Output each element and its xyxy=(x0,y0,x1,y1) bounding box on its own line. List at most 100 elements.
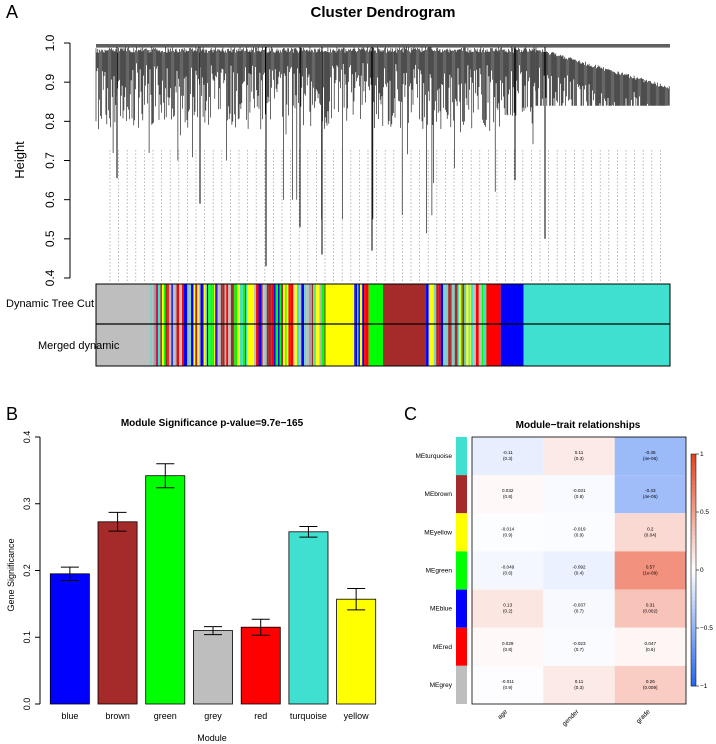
column-label: age xyxy=(496,708,509,721)
error-bar-turquoise xyxy=(299,525,318,538)
cell-label-line: 0.57 xyxy=(646,565,655,570)
cell-label: 0.2 (0.04) xyxy=(644,526,656,537)
module-block-turquoise xyxy=(523,284,670,366)
module-stripe xyxy=(428,284,430,366)
cell-label-line: (0.6) xyxy=(503,571,513,576)
cell-label-line: (0.002) xyxy=(643,609,658,614)
error-bar-brown xyxy=(108,511,127,532)
cell-label-line: (0.6) xyxy=(646,647,656,652)
module-stripe xyxy=(247,284,250,366)
dendrogram-tree xyxy=(95,44,670,282)
cell-label: 0.57 (1e-09) xyxy=(643,565,658,576)
module-stripe xyxy=(234,284,238,366)
colorbar-step xyxy=(691,597,696,602)
colorbar-step xyxy=(691,550,696,555)
column-label: grade xyxy=(635,708,652,725)
module-stripe xyxy=(212,284,215,366)
colorbar-step xyxy=(691,566,696,571)
module-stripe xyxy=(315,284,317,366)
module-stripe xyxy=(470,284,474,366)
cell-label: -0.037 (0.7) xyxy=(572,603,585,614)
module-stripe xyxy=(161,284,164,366)
module-stripe xyxy=(230,284,234,366)
cell-label: 0.26 (0.009) xyxy=(643,679,658,690)
module-stripe xyxy=(311,284,314,366)
module-stripe xyxy=(468,284,470,366)
error-bar-blue xyxy=(60,566,79,582)
module-block-brown xyxy=(383,284,427,366)
module-stripe xyxy=(454,284,458,366)
module-stripe xyxy=(314,284,316,366)
bar-grey xyxy=(192,630,233,705)
y-tick-label: 0.3 xyxy=(22,497,32,510)
error-bar-green xyxy=(156,463,175,489)
cell-label: -0.049 (0.6) xyxy=(501,565,514,576)
module-stripe xyxy=(294,284,297,366)
module-stripe xyxy=(215,284,217,366)
module-stripe xyxy=(214,284,216,366)
bar-ylabel: Gene Significance xyxy=(6,538,16,611)
y-tick-label: 0.5 xyxy=(43,230,57,247)
module-stripe xyxy=(195,284,198,366)
module-trait-panel: Module−trait relationships MEturquoise -0… xyxy=(416,420,714,728)
colorbar-step xyxy=(691,608,696,613)
module-stripe xyxy=(262,284,264,366)
module-stripe xyxy=(260,284,263,366)
module-stripe xyxy=(324,284,326,366)
colorbar-tick-label: 0.5 xyxy=(700,509,709,516)
module-stripe xyxy=(438,284,441,366)
cell-label-line: (0.9) xyxy=(503,685,513,690)
row-module-swatch xyxy=(456,589,467,628)
colorbar-step xyxy=(691,643,696,648)
cell-label-line: (4e-05) xyxy=(643,494,658,499)
module-stripe xyxy=(466,284,469,366)
x-tick-label-blue: blue xyxy=(61,711,78,721)
dendrogram-title: Cluster Dendrogram xyxy=(310,4,455,21)
module-stripe xyxy=(153,284,156,366)
cell-label-line: (0.3) xyxy=(574,456,584,461)
bar-brown xyxy=(97,521,138,705)
colorbar-tick-label: 1 xyxy=(700,451,704,458)
module-stripe xyxy=(285,284,287,366)
module-stripe xyxy=(357,284,359,366)
row-module-swatch xyxy=(456,551,467,590)
module-stripe xyxy=(431,284,434,366)
module-stripe xyxy=(157,284,161,366)
colorbar-step xyxy=(691,508,696,513)
module-stripe xyxy=(203,284,206,366)
module-stripe xyxy=(200,284,203,366)
module-stripe xyxy=(440,284,443,366)
colorbar-step xyxy=(691,515,696,521)
module-stripe xyxy=(286,284,289,366)
module-stripe xyxy=(283,284,286,366)
module-stripe xyxy=(457,284,459,366)
module-stripe xyxy=(226,284,229,366)
colorbar-step xyxy=(691,454,696,459)
row-module-swatch xyxy=(456,475,467,514)
colorbar-step xyxy=(691,512,696,517)
colorbar-step xyxy=(691,585,696,590)
heatmap-cell xyxy=(614,551,686,590)
heatmap-colorbar: −1 −0.5 0 0.5 1 xyxy=(690,451,713,690)
error-bar-grey xyxy=(204,626,222,636)
module-stripe xyxy=(473,284,476,366)
module-stripe xyxy=(364,284,366,366)
cell-label-line: (0.8) xyxy=(503,647,513,652)
cell-label-line: -0.43 xyxy=(645,488,656,493)
cell-label: -0.43 (4e-05) xyxy=(643,488,658,499)
module-stripe xyxy=(319,284,321,366)
module-stripe xyxy=(460,284,463,366)
colorbar-step xyxy=(691,504,696,509)
colorbar-step xyxy=(691,631,696,637)
dendrogram-y-axis: 0.4 0.5 0.6 0.7 0.8 0.9 1.0 xyxy=(43,34,71,286)
cell-label-line: -0.011 xyxy=(501,679,514,684)
heatmap-title: Module−trait relationships xyxy=(516,420,641,431)
cell-label-line: (0.009) xyxy=(643,685,658,690)
module-stripe xyxy=(451,284,455,366)
colorbar-step xyxy=(691,600,696,606)
bar-blue xyxy=(49,573,90,705)
cell-label: -0.023 (0.7) xyxy=(572,641,585,652)
module-stripe xyxy=(271,284,275,366)
module-stripe xyxy=(445,284,449,366)
module-stripe xyxy=(266,284,269,366)
